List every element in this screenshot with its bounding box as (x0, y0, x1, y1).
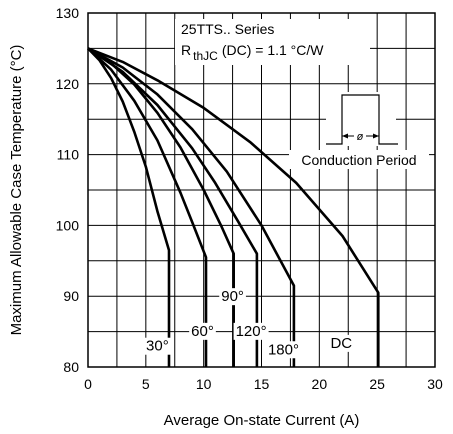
y-tick-label: 110 (57, 147, 80, 163)
series-label: 30° (146, 338, 169, 355)
x-tick-label: 25 (369, 376, 385, 392)
series-line (87, 47, 296, 367)
y-tick-label: 130 (56, 5, 80, 21)
y-tick-label: 120 (56, 76, 80, 92)
series-label: 180° (268, 341, 299, 358)
plot-frame (87, 12, 436, 368)
series-line (87, 47, 208, 367)
conduction-period-label: Conduction Period (301, 152, 416, 168)
x-tick-label: 30 (427, 376, 443, 392)
series-line (87, 47, 171, 367)
series-line (87, 47, 380, 367)
rthjc-prefix: R (181, 42, 191, 58)
y-tick-label: 90 (63, 288, 79, 304)
series-name: 25TTS.. Series (181, 21, 274, 37)
series-label-bg (328, 334, 355, 352)
curves: 30° 60° 90° 120°180° DC (87, 47, 380, 367)
x-tick-label: 0 (84, 376, 92, 392)
series-line (87, 47, 259, 367)
rthjc-value: (DC) = 1.1 °C/W (222, 42, 324, 58)
arrow-left-icon (342, 133, 348, 139)
series-label-bg (144, 337, 171, 355)
x-axis-title: Average On-state Current (A) (164, 412, 360, 429)
series-label-bg (233, 322, 269, 340)
series-label: 120° (236, 323, 267, 340)
inset-label-bg (289, 150, 429, 169)
y-tick-label: 80 (63, 359, 79, 375)
symbol-bg (354, 129, 366, 141)
y-tick-label: 100 (56, 217, 80, 233)
conduction-period-inset: ø Conduction Period (289, 92, 429, 169)
x-tick-label: 10 (196, 376, 212, 392)
pulse-waveform (326, 94, 398, 145)
x-tick-label: 20 (312, 376, 328, 392)
x-tick-label: 15 (254, 376, 270, 392)
series-label-bg (175, 19, 370, 65)
series-label: DC (330, 335, 352, 352)
grid (88, 13, 435, 367)
series-label-bg (189, 322, 216, 340)
series-label-bg (219, 288, 246, 306)
y-axis-title: Maximum Allowable Case Temperature (°C) (8, 45, 25, 336)
series-label: 60° (191, 323, 214, 340)
arrow-right-icon (373, 133, 379, 139)
x-tick-label: 5 (142, 376, 150, 392)
conduction-symbol: ø (357, 131, 364, 143)
tick-labels: 0 5 10 15 20 25 30 80 90 100 110 120 130 (56, 5, 443, 392)
series-label-bg (265, 341, 301, 359)
series-label: 90° (221, 288, 244, 305)
rthjc-subscript: thJC (193, 49, 218, 63)
